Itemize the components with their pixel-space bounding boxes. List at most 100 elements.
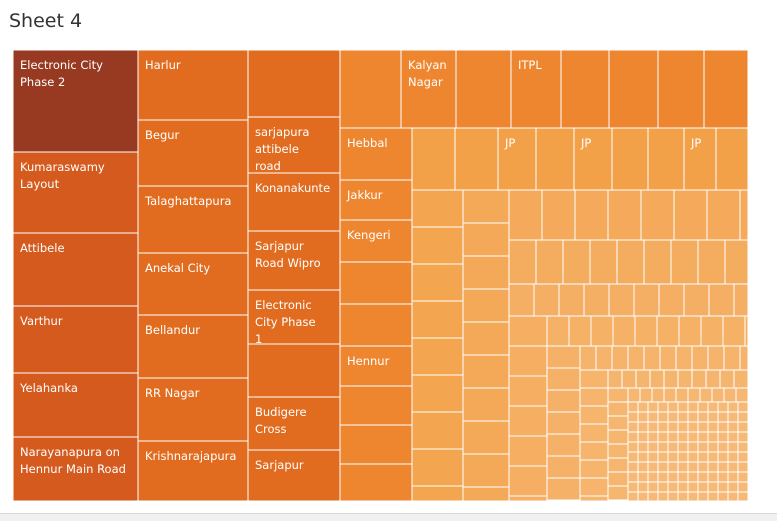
cell-jp-row-8[interactable] [715, 127, 749, 191]
treemap-cell-0[interactable] [411, 189, 464, 228]
treemap-cell-60[interactable] [700, 315, 724, 347]
treemap-cell-81[interactable] [739, 345, 749, 371]
treemap-cell-5[interactable] [411, 374, 464, 413]
treemap-cell-88[interactable] [579, 477, 609, 497]
cell-jp-row-0[interactable] [411, 127, 456, 191]
cell-jp-row-4[interactable] [573, 127, 613, 191]
treemap-cell-176[interactable] [717, 441, 729, 453]
treemap-cell-102[interactable] [607, 415, 629, 431]
treemap-cell-169[interactable] [647, 441, 659, 453]
treemap-cell-119[interactable] [627, 401, 639, 413]
treemap-cell-9[interactable] [462, 189, 510, 224]
treemap-cell-36[interactable] [508, 283, 535, 317]
treemap-cell-26[interactable] [739, 189, 749, 241]
treemap-cell-124[interactable] [677, 401, 689, 413]
treemap-cell-77[interactable] [675, 345, 693, 371]
treemap-cell-96[interactable] [691, 369, 707, 389]
treemap-cell-166[interactable] [737, 431, 749, 443]
treemap-cell-223[interactable] [707, 481, 719, 493]
treemap-cell-199[interactable] [707, 461, 719, 473]
treemap-cell-105[interactable] [607, 457, 629, 473]
treemap-cell-64[interactable] [546, 367, 581, 391]
cell-konanakunte[interactable] [247, 172, 341, 232]
treemap-cell-163[interactable] [707, 431, 719, 443]
treemap-cell-84[interactable] [579, 405, 609, 425]
treemap-cell-123[interactable] [667, 401, 679, 413]
treemap-cell-23[interactable] [640, 189, 675, 241]
treemap-cell-17[interactable] [462, 453, 510, 488]
treemap-cell-202[interactable] [737, 461, 749, 473]
treemap-cell-106[interactable] [607, 471, 629, 487]
treemap-cell-61[interactable] [722, 315, 746, 347]
treemap-cell-92[interactable] [635, 369, 651, 389]
treemap-cell-100[interactable] [607, 387, 629, 403]
treemap-cell-83[interactable] [579, 387, 609, 407]
treemap-cell-40[interactable] [608, 283, 635, 317]
treemap-cell-197[interactable] [687, 461, 699, 473]
cell-jp-row-6[interactable] [647, 127, 685, 191]
treemap-cell-180[interactable] [637, 451, 649, 463]
treemap-cell-217[interactable] [647, 481, 659, 493]
treemap-cell-57[interactable] [634, 315, 658, 347]
treemap-cell-6[interactable] [411, 411, 464, 450]
treemap-cell-117[interactable] [723, 387, 737, 403]
treemap-cell-186[interactable] [697, 451, 709, 463]
treemap-cell-156[interactable] [637, 431, 649, 443]
treemap-cell-103[interactable] [607, 429, 629, 445]
cell-col3-blank[interactable] [247, 343, 341, 398]
treemap-cell-206[interactable] [657, 471, 669, 483]
treemap-cell-49[interactable] [508, 405, 548, 437]
treemap-cell-15[interactable] [462, 387, 510, 422]
cell-col4-c[interactable] [339, 385, 413, 426]
treemap-cell-107[interactable] [607, 485, 629, 501]
treemap-cell-173[interactable] [687, 441, 699, 453]
treemap-cell-28[interactable] [535, 239, 564, 285]
treemap-cell-146[interactable] [657, 421, 669, 433]
treemap-cell-225[interactable] [727, 481, 739, 493]
treemap-cell-56[interactable] [612, 315, 636, 347]
treemap-cell-128[interactable] [717, 401, 729, 413]
treemap-cell-164[interactable] [717, 431, 729, 443]
treemap-cell-75[interactable] [643, 345, 661, 371]
treemap-cell-140[interactable] [717, 411, 729, 423]
cell-jp-row-2[interactable] [497, 127, 537, 191]
cell-kengeri[interactable] [339, 219, 413, 263]
treemap-cell-129[interactable] [727, 401, 739, 413]
treemap-cell-219[interactable] [667, 481, 679, 493]
treemap-cell-216[interactable] [637, 481, 649, 493]
treemap-cell-54[interactable] [568, 315, 592, 347]
treemap-cell-185[interactable] [687, 451, 699, 463]
treemap-cell-67[interactable] [546, 433, 581, 457]
cell-krishnarajapura[interactable] [137, 440, 249, 502]
treemap-cell-93[interactable] [649, 369, 665, 389]
treemap-cell-221[interactable] [687, 481, 699, 493]
treemap-cell-99[interactable] [733, 369, 749, 389]
treemap-cell-134[interactable] [657, 411, 669, 423]
treemap-cell-142[interactable] [737, 411, 749, 423]
treemap-cell-108[interactable] [607, 499, 629, 502]
treemap-cell-19[interactable] [508, 189, 543, 241]
treemap-cell-196[interactable] [677, 461, 689, 473]
treemap-cell-53[interactable] [546, 315, 570, 347]
cell-kalyan-nagar[interactable] [400, 49, 457, 129]
treemap-cell-148[interactable] [677, 421, 689, 433]
treemap-cell-194[interactable] [657, 461, 669, 473]
treemap-cell-155[interactable] [627, 431, 639, 443]
treemap-cell-82[interactable] [579, 369, 609, 389]
treemap-cell-89[interactable] [579, 495, 609, 502]
treemap-cell-209[interactable] [687, 471, 699, 483]
treemap-cell-133[interactable] [647, 411, 659, 423]
treemap-cell-227[interactable] [627, 491, 639, 502]
treemap-cell-68[interactable] [546, 455, 581, 479]
treemap-cell-126[interactable] [697, 401, 709, 413]
treemap-cell-39[interactable] [583, 283, 610, 317]
treemap-cell-198[interactable] [697, 461, 709, 473]
treemap-cell-224[interactable] [717, 481, 729, 493]
treemap-cell-235[interactable] [707, 491, 719, 502]
treemap-cell-13[interactable] [462, 321, 510, 356]
treemap-cell-70[interactable] [546, 499, 581, 502]
treemap-cell-22[interactable] [607, 189, 642, 241]
treemap-cell-230[interactable] [657, 491, 669, 502]
treemap-cell-162[interactable] [697, 431, 709, 443]
treemap-cell-95[interactable] [677, 369, 693, 389]
